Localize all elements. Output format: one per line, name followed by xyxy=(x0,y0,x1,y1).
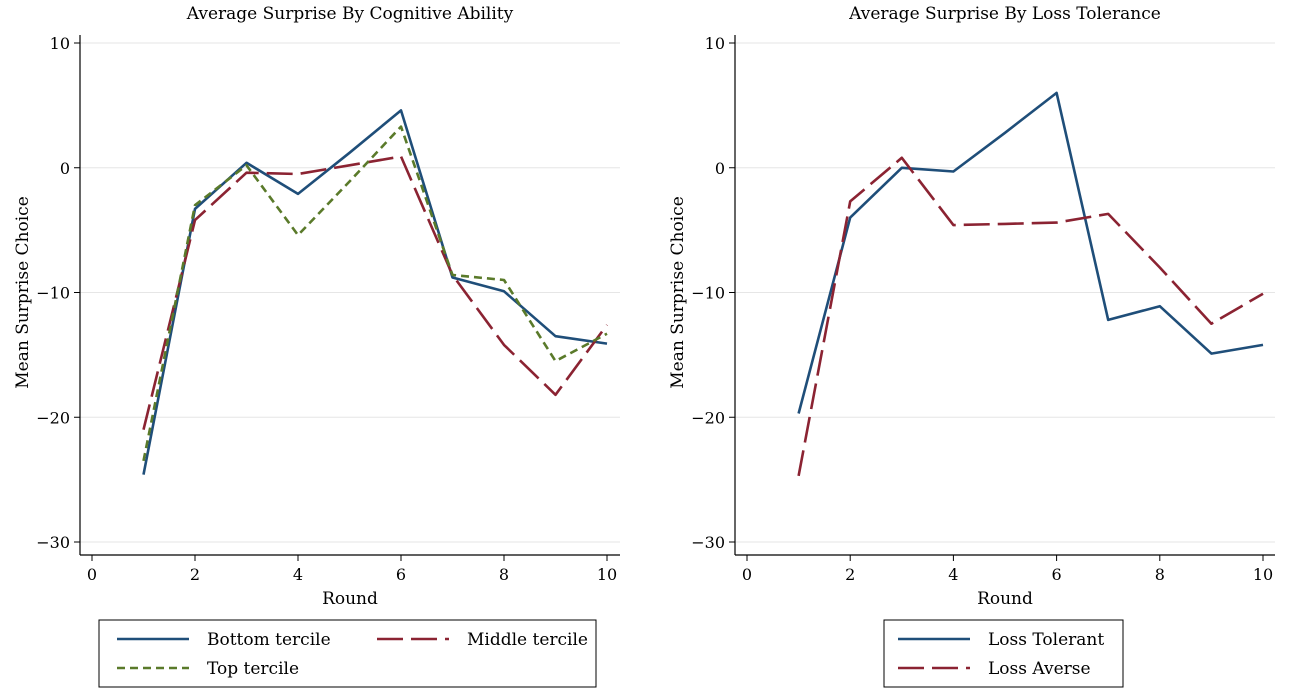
x-tick-label: 4 xyxy=(948,565,958,584)
x-tick-label: 2 xyxy=(845,565,855,584)
legend-label: Loss Tolerant xyxy=(988,630,1104,650)
x-tick-label: 10 xyxy=(597,565,617,584)
y-tick-label: −20 xyxy=(36,408,70,427)
x-axis-label: Round xyxy=(322,589,378,609)
legend: Loss Tolerant Loss Averse xyxy=(884,620,1123,687)
legend: Bottom tercile Middle tercile Top tercile xyxy=(99,620,596,687)
chart-panel-1: 10 0 −10 −20 −30 0 2 4 6 8 10 Average Surprise By C… xyxy=(13,4,620,687)
x-tick-label: 0 xyxy=(742,565,752,584)
legend-label: Top tercile xyxy=(207,659,299,679)
legend-label: Loss Averse xyxy=(988,659,1091,679)
chart-panel-2: 10 0 −10 −20 −30 0 2 4 6 8 10 Average Surprise By L… xyxy=(668,4,1275,687)
legend-label: Bottom tercile xyxy=(207,630,331,650)
legend-label: Middle tercile xyxy=(467,630,588,650)
y-tick-label: 0 xyxy=(715,159,725,178)
x-tick-label: 2 xyxy=(190,565,200,584)
series-line-loss-tolerant xyxy=(799,93,1263,414)
y-tick-label: −20 xyxy=(691,408,725,427)
x-axis-label: Round xyxy=(977,589,1033,609)
x-tick-label: 6 xyxy=(396,565,406,584)
series-line-middle-tercile xyxy=(144,157,608,430)
y-tick-label: 0 xyxy=(60,159,70,178)
x-tick-label: 10 xyxy=(1253,565,1273,584)
x-tick-label: 8 xyxy=(1155,565,1165,584)
series-line-top-tercile xyxy=(144,127,608,461)
y-tick-label: −10 xyxy=(36,284,70,303)
x-tick-label: 6 xyxy=(1052,565,1062,584)
y-tick-label: 10 xyxy=(50,34,70,53)
x-tick-label: 8 xyxy=(499,565,509,584)
y-tick-label: −10 xyxy=(691,284,725,303)
y-tick-label: −30 xyxy=(36,533,70,552)
y-axis-label: Mean Surprise Choice xyxy=(668,196,688,389)
y-tick-label: −30 xyxy=(691,533,725,552)
chart-title: Average Surprise By Cognitive Ability xyxy=(186,4,514,24)
y-axis-label: Mean Surprise Choice xyxy=(13,196,33,389)
x-tick-label: 4 xyxy=(293,565,303,584)
y-tick-label: 10 xyxy=(705,34,725,53)
x-tick-label: 0 xyxy=(87,565,97,584)
chart-title: Average Surprise By Loss Tolerance xyxy=(848,4,1161,24)
series-line-loss-averse xyxy=(799,158,1263,476)
